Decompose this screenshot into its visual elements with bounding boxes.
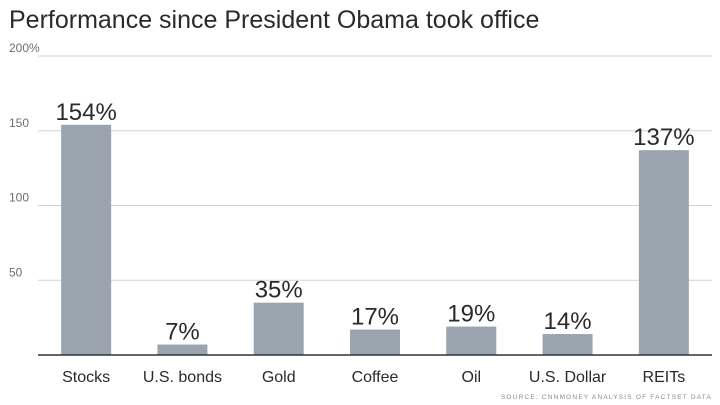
data-label: 7% [165, 319, 200, 346]
category-label: U.S. bonds [143, 369, 222, 386]
category-label: Coffee [352, 369, 399, 386]
data-label: 154% [55, 99, 116, 126]
y-tick-label: 100 [9, 191, 29, 205]
category-label: REITs [643, 369, 686, 386]
category-label: Gold [262, 369, 296, 386]
bar [253, 302, 304, 355]
data-label: 137% [633, 124, 694, 151]
y-tick-label: 150 [9, 116, 29, 130]
source-note: SOURCE: CNNMONEY ANALYSIS OF FACTSET DAT… [500, 394, 712, 401]
bar [61, 124, 112, 356]
bar [638, 150, 689, 355]
category-label: Stocks [62, 369, 110, 386]
category-label: Oil [462, 369, 482, 386]
bar [350, 329, 400, 355]
bar [542, 334, 593, 355]
data-label: 19% [447, 301, 495, 328]
y-tick-label: 200% [9, 41, 40, 55]
bar [157, 344, 208, 355]
category-label: U.S. Dollar [529, 369, 607, 386]
chart-title: Performance since President Obama took o… [9, 6, 540, 34]
y-tick-label: 50 [9, 265, 23, 279]
bar [446, 326, 497, 355]
data-label: 17% [351, 304, 399, 331]
data-label: 35% [255, 277, 303, 304]
data-label: 14% [544, 308, 592, 335]
